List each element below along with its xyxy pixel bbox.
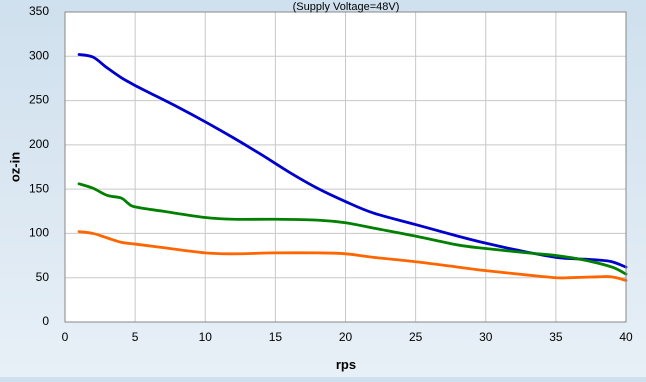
y-tick-label: 350 [29, 4, 49, 18]
x-tick-label: 25 [409, 330, 423, 344]
x-tick-label: 15 [269, 330, 283, 344]
series-line-3 [77, 230, 628, 282]
x-tick-label: 5 [132, 330, 139, 344]
x-tick-label: 20 [339, 330, 353, 344]
x-tick-label: 30 [479, 330, 493, 344]
y-tick-label: 150 [29, 181, 49, 195]
y-tick-labels: 0 50 100 150 200 250 300 350 [29, 4, 49, 328]
series-line-1 [77, 53, 628, 269]
y-axis-label: oz-in [7, 152, 22, 182]
series-lines [77, 53, 628, 282]
x-tick-label: 10 [199, 330, 213, 344]
plot-border [64, 11, 627, 323]
x-tick-label: 40 [619, 330, 633, 344]
x-tick-label: 0 [62, 330, 69, 344]
y-tick-label: 250 [29, 93, 49, 107]
series-line-2 [77, 182, 628, 276]
x-tick-labels: 0 5 10 15 20 25 30 35 40 [62, 330, 633, 344]
y-tick-label: 50 [36, 270, 50, 284]
chart-title: (Supply Voltage=48V) [293, 1, 400, 13]
y-tick-label: 300 [29, 48, 49, 62]
y-tick-label: 0 [42, 314, 49, 328]
y-tick-label: 100 [29, 226, 49, 240]
y-tick-label: 200 [29, 137, 49, 151]
x-axis-label: rps [336, 357, 356, 372]
x-tick-label: 35 [549, 330, 563, 344]
